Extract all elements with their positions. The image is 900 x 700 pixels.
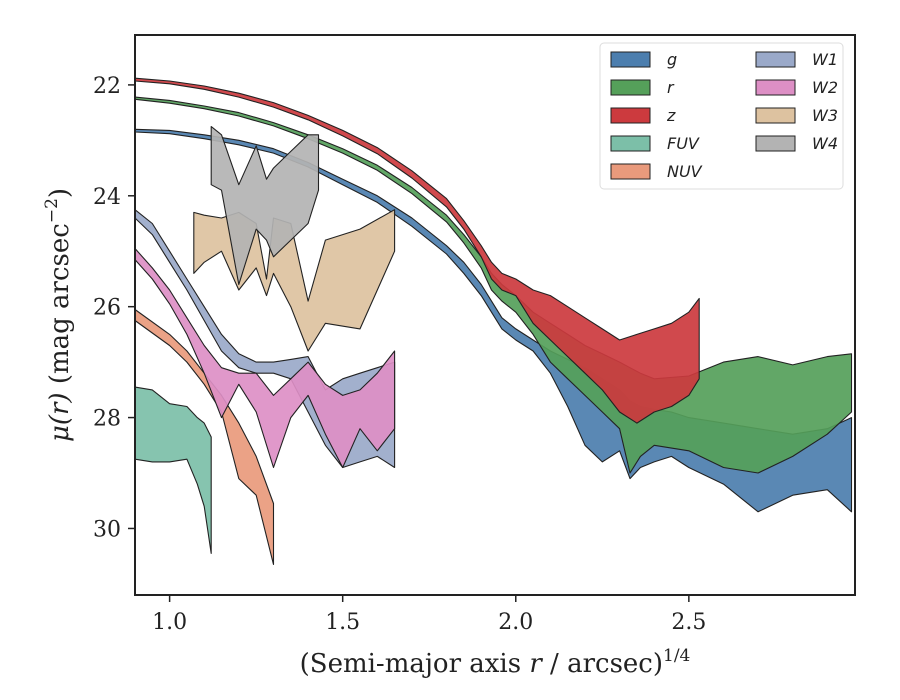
x-axis-ticks: 1.0 1.5 2.0 2.5 (152, 595, 706, 635)
legend-label-w4: W4 (812, 134, 838, 153)
legend-swatch-g (610, 51, 651, 68)
legend-label-w3: W3 (812, 106, 838, 125)
legend-swatch-r (610, 79, 651, 96)
legend-label-g: g (667, 50, 677, 69)
x-tick-label: 1.0 (152, 610, 187, 635)
legend-swatch-w2 (755, 79, 796, 96)
data-bands (134, 77, 853, 566)
x-tick-label: 1.5 (325, 610, 360, 635)
plot-frame (134, 34, 856, 596)
y-tick-label: 22 (93, 74, 121, 99)
x-tick-label: 2.5 (671, 610, 706, 635)
legend-swatch-z (610, 107, 651, 124)
band-fuv (134, 386, 212, 554)
y-axis-ticks: 22 24 26 28 30 (93, 74, 135, 542)
legend-label-r: r (667, 78, 675, 97)
legend-swatch-w4 (755, 135, 796, 152)
legend-label-w2: W2 (812, 78, 838, 97)
y-tick-label: 28 (93, 407, 121, 432)
legend: grz FUV NUV W1 W2 W3 W4 (599, 42, 844, 190)
legend-swatch-w3 (755, 107, 796, 124)
band-w2 (134, 247, 396, 469)
x-axis-label: (Semi-major axis r / arcsec)1/4 (300, 646, 691, 679)
legend-label-z: z (666, 106, 676, 125)
legend-swatch-w1 (755, 51, 796, 68)
legend-swatch-nuv (610, 163, 651, 180)
band-nuv (134, 308, 275, 566)
x-tick-label: 2.0 (498, 610, 533, 635)
legend-label-nuv: NUV (667, 162, 703, 181)
legend-label-w1: W1 (812, 50, 838, 69)
y-tick-label: 30 (93, 517, 121, 542)
y-tick-label: 26 (93, 296, 121, 321)
band-z (134, 77, 700, 424)
y-tick-label: 24 (93, 185, 121, 210)
legend-swatch-fuv (610, 135, 651, 152)
band-w4 (210, 125, 320, 286)
y-axis-label: μ(r) (mag arcsec−2) (42, 188, 75, 442)
legend-label-fuv: FUV (667, 134, 700, 153)
